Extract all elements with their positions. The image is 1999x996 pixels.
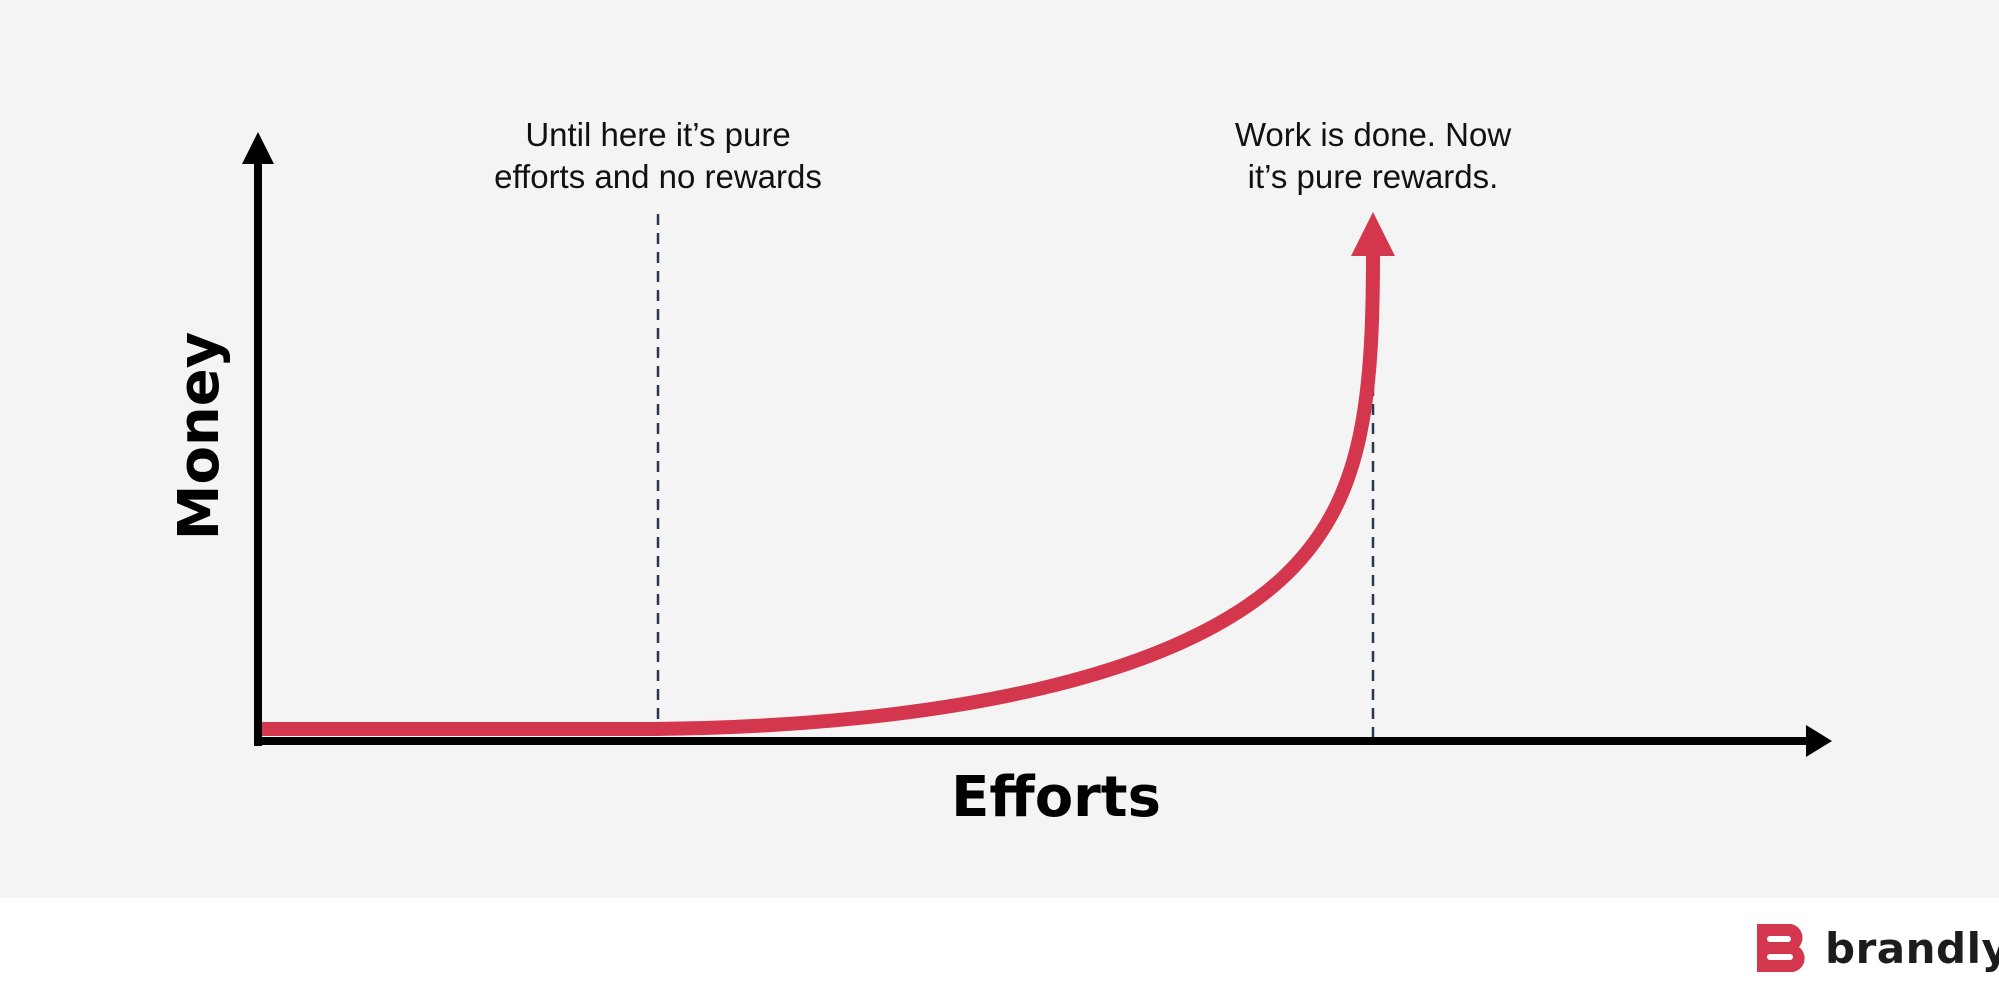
y-axis-arrowhead <box>242 132 274 164</box>
curve-line <box>262 254 1380 736</box>
curve-arrowhead <box>1351 212 1395 256</box>
y-axis-label: Money <box>167 332 232 541</box>
x-axis-arrowhead <box>1806 725 1832 757</box>
brand-logo: brandly <box>1753 920 1999 976</box>
annotation-1-line-2: efforts and no rewards <box>494 158 822 195</box>
b-logo-icon <box>1757 924 1805 972</box>
annotation-2-line-2: it’s pure rewards. <box>1248 158 1499 195</box>
annotation-2-line-1: Work is done. Now <box>1235 116 1511 153</box>
x-axis-label: Efforts <box>951 765 1161 830</box>
chart-panel <box>0 0 1999 898</box>
chart: Until here it’s pure efforts and no rewa… <box>167 116 1832 830</box>
annotation-1-line-1: Until here it’s pure <box>525 116 790 153</box>
brand-name: brandly <box>1825 923 1999 973</box>
